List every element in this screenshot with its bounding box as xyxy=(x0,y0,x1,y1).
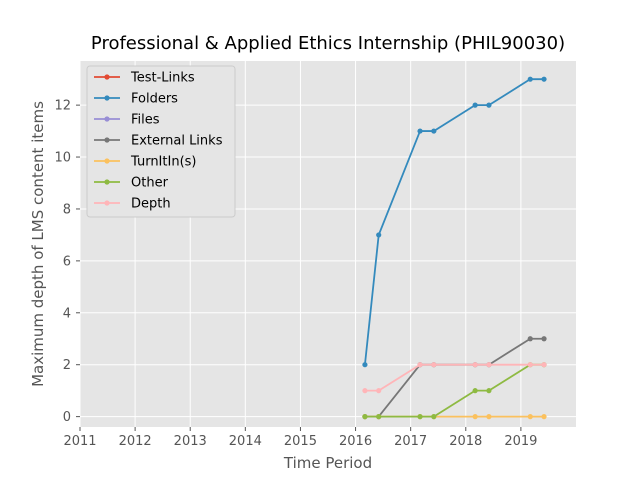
data-point xyxy=(362,414,368,420)
data-point xyxy=(527,76,533,82)
legend-label: TurnItIn(s) xyxy=(130,155,196,170)
series-line xyxy=(364,363,545,418)
x-tick-label: 2016 xyxy=(339,434,372,449)
legend-marker xyxy=(104,95,110,101)
x-tick-label: 2012 xyxy=(119,434,152,449)
data-point xyxy=(541,336,547,342)
y-axis-label: Maximum depth of LMS content items xyxy=(29,101,47,387)
data-point xyxy=(362,362,368,368)
data-point xyxy=(527,414,533,420)
legend-label: External Links xyxy=(131,134,223,149)
series-folders xyxy=(362,76,547,368)
x-tick-label: 2017 xyxy=(394,434,427,449)
x-axis-ticks: 2011 2012 2013 2014 2015 2016 2017 2018 2019 xyxy=(63,427,537,449)
data-point xyxy=(486,414,492,420)
x-tick-label: 2015 xyxy=(284,434,317,449)
data-point xyxy=(472,414,478,420)
data-point xyxy=(376,232,382,238)
data-point xyxy=(527,362,533,368)
x-tick-label: 2018 xyxy=(449,434,482,449)
x-axis-label: Time Period xyxy=(283,454,372,472)
y-tick-label: 6 xyxy=(63,254,71,269)
data-point xyxy=(486,388,492,394)
x-tick-label: 2019 xyxy=(504,434,537,449)
y-axis-ticks: 0 2 4 6 8 10 12 xyxy=(54,99,80,425)
legend-marker xyxy=(104,116,110,122)
legend-label: Folders xyxy=(131,92,178,107)
legend-item-external-links: External Links xyxy=(94,134,223,149)
data-point xyxy=(431,414,437,420)
data-point xyxy=(362,388,368,394)
legend-item-files: Files xyxy=(94,113,160,128)
series-line xyxy=(364,363,545,392)
y-tick-label: 4 xyxy=(63,306,71,321)
data-point xyxy=(376,414,382,420)
legend-label: Files xyxy=(131,113,160,128)
chart-title: Professional & Applied Ethics Internship… xyxy=(91,33,565,54)
legend-box xyxy=(86,65,236,218)
legend: Test-Links Folders Files External Links Turn… xyxy=(86,65,236,218)
series-line xyxy=(364,78,545,365)
x-tick-label: 2014 xyxy=(229,434,262,449)
legend-marker xyxy=(104,179,110,185)
legend-label: Other xyxy=(131,176,169,191)
legend-item-turnitin-s: TurnItIn(s) xyxy=(94,155,196,170)
data-point xyxy=(431,362,437,368)
y-tick-label: 2 xyxy=(63,358,71,373)
data-point xyxy=(417,362,423,368)
legend-marker xyxy=(104,137,110,143)
legend-label: Test-Links xyxy=(130,71,195,86)
data-point xyxy=(472,102,478,108)
data-point xyxy=(472,388,478,394)
data-point xyxy=(541,76,547,82)
data-point xyxy=(527,336,533,342)
y-tick-label: 0 xyxy=(63,410,71,425)
legend-item-depth: Depth xyxy=(94,197,171,212)
series-layer xyxy=(362,76,547,420)
data-point xyxy=(417,128,423,134)
series-depth xyxy=(362,362,547,394)
legend-label: Depth xyxy=(131,197,171,212)
y-tick-label: 8 xyxy=(63,202,71,217)
data-point xyxy=(431,128,437,134)
legend-marker xyxy=(104,158,110,164)
legend-item-other: Other xyxy=(94,176,169,191)
data-point xyxy=(486,102,492,108)
data-point xyxy=(417,414,423,420)
y-tick-label: 10 xyxy=(54,151,71,166)
legend-marker xyxy=(104,74,110,80)
y-tick-label: 12 xyxy=(54,99,71,114)
data-point xyxy=(541,414,547,420)
data-point xyxy=(541,362,547,368)
data-point xyxy=(486,362,492,368)
legend-item-test-links: Test-Links xyxy=(94,71,195,86)
x-tick-label: 2011 xyxy=(63,434,96,449)
x-tick-label: 2013 xyxy=(174,434,207,449)
legend-item-folders: Folders xyxy=(94,92,178,107)
data-point xyxy=(376,388,382,394)
data-point xyxy=(472,362,478,368)
legend-marker xyxy=(104,200,110,206)
